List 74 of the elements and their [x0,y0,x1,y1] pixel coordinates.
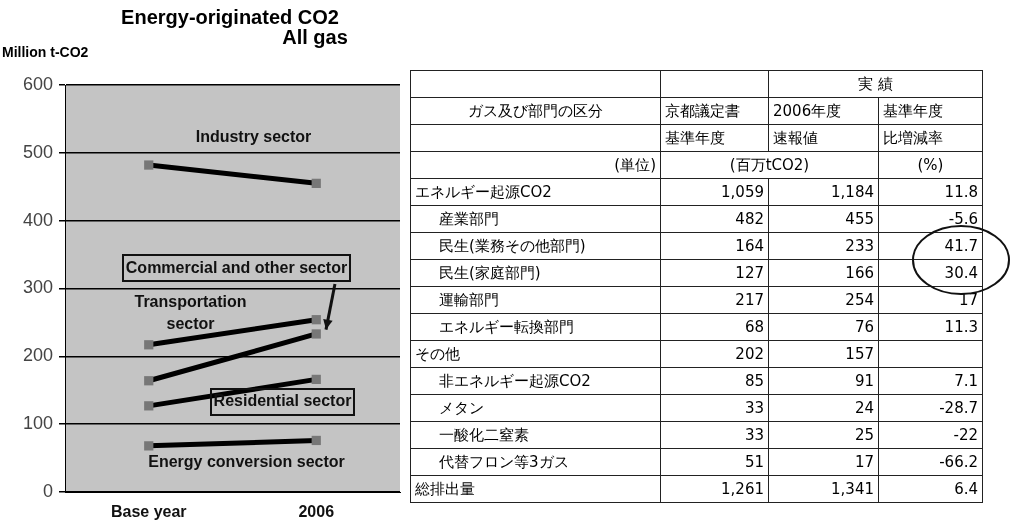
text: 24 [768,394,879,422]
series-label: Residential sector [213,392,352,410]
text: 1,059 [660,178,769,206]
text: 127 [660,259,769,287]
text: 76 [768,313,879,341]
text: -66.2 [878,448,983,476]
text: 33 [660,394,769,422]
text: 51 [660,448,769,476]
text: 比増減率 [878,124,983,152]
text: 1,261 [660,475,769,503]
text: 11.8 [878,178,983,206]
series-label: Industry sector [195,127,312,145]
y-tick-label: 100 [22,413,53,434]
x-tick-label: 2006 [298,503,335,521]
y-tick-label: 400 [22,209,53,230]
y-tick-label: 300 [22,277,53,298]
text: 2006年度 [768,97,879,125]
text: 民生(家庭部門) [410,259,661,287]
y-axis-title: Million t-CO2 [2,44,89,60]
text: 基準年度 [878,97,983,125]
text: 25 [768,421,879,449]
text: 85 [660,367,769,395]
y-tick-label: 600 [22,73,53,94]
text: -28.7 [878,394,983,422]
text: 6.4 [878,475,983,503]
text: 233 [768,232,879,260]
text: 実 績 [768,70,983,98]
chart-title: Energy-originated CO2 [120,6,340,29]
text: 30.4 [878,259,983,287]
text: 1,184 [768,178,879,206]
text: 基準年度 [660,124,769,152]
text: 164 [660,232,769,260]
text: 157 [768,340,879,368]
text: 166 [768,259,879,287]
text: 254 [768,286,879,314]
text: (単位) [410,151,661,179]
text: 一酸化二窒素 [410,421,661,449]
text: 33 [660,421,769,449]
text: 運輸部門 [410,286,661,314]
y-tick-label: 0 [42,480,53,501]
text: 1,341 [768,475,879,503]
text: 482 [660,205,769,233]
text: 代替フロン等3ガス [410,448,661,476]
x-tick-label: Base year [110,503,187,521]
text: 7.1 [878,367,983,395]
text: 217 [660,286,769,314]
text: 68 [660,313,769,341]
text: 41.7 [878,232,983,260]
text: 民生(業務その他部門) [410,232,661,260]
text: 11.3 [878,313,983,341]
series-label: Energy conversion sector [148,452,345,470]
text: All gas [282,26,349,49]
text: 455 [768,205,879,233]
text: (百万tCO2) [660,151,879,179]
text: 202 [660,340,769,368]
text: メタン [410,394,661,422]
text: エネルギー転換部門 [410,313,661,341]
y-tick-label: 200 [22,345,53,366]
text: -5.6 [878,205,983,233]
text: その他 [410,340,661,368]
text: 京都議定書 [660,97,769,125]
text: ガス及び部門の区分 [410,97,661,125]
text: -22 [878,421,983,449]
y-tick-label: 500 [22,141,53,162]
text: 速報値 [768,124,879,152]
text: エネルギー起源CO2 [410,178,661,206]
series-label: Transportation sector [134,292,247,332]
text: 91 [768,367,879,395]
text: 17 [768,448,879,476]
text: (%) [878,151,983,179]
text: Commercial and other sector [125,258,348,276]
text: 総排出量 [410,475,661,503]
text: 非エネルギー起源CO2 [410,367,661,395]
text: 産業部門 [410,205,661,233]
